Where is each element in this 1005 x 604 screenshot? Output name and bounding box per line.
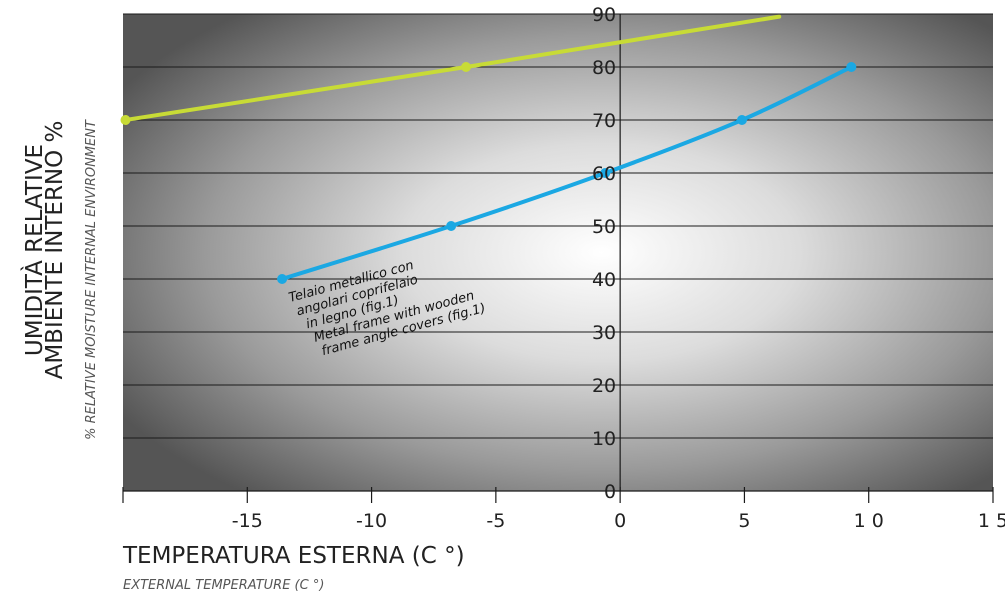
series-layer: [120, 14, 857, 284]
series-2-point-3: [600, 168, 611, 178]
plot-background: [123, 14, 993, 491]
series-1-point-1: [120, 115, 131, 125]
y-tick-label-10: 10: [592, 428, 616, 450]
y-tick-label-0: 0: [604, 481, 616, 503]
grid-lines: [123, 13, 993, 439]
y-tick-label-90: 90: [592, 4, 616, 26]
series-2-point-5: [846, 62, 857, 72]
x-tick-label--15: -15: [232, 510, 263, 532]
x-axis-subtitle: EXTERNAL TEMPERATURE (C °): [123, 578, 324, 593]
y-axis-subtitle-text: % RELATIVE MOISTURE INTERNAL ENVIRONMENT: [84, 119, 99, 440]
series-2-point-4: [736, 115, 747, 125]
axes: [122, 14, 994, 503]
series-2-point-1: [277, 274, 288, 284]
series-2-point-2: [446, 221, 457, 231]
x-tick-label-0: 0: [614, 510, 626, 532]
x-tick-label-15: 1 5: [978, 510, 1005, 532]
x-tick-label-5: 5: [738, 510, 750, 532]
y-tick-label-20: 20: [592, 375, 616, 397]
x-tick-label-10: 1 0: [854, 510, 884, 532]
y-tick-label-60: 60: [592, 163, 616, 185]
x-tick-label--10: -10: [356, 510, 387, 532]
y-tick-label-30: 30: [592, 322, 616, 344]
y-axis-subtitle: % RELATIVE MOISTURE INTERNAL ENVIRONMENT: [84, 119, 99, 440]
y-axis-title-line-1: UMIDITÀ RELATIVE: [20, 144, 48, 356]
y-tick-label-50: 50: [592, 216, 616, 238]
y-tick-label-70: 70: [592, 110, 616, 132]
x-tick-label--5: -5: [486, 510, 505, 532]
series-1-point-2: [461, 62, 472, 72]
y-tick-label-40: 40: [592, 269, 616, 291]
y-axis-title-line-2: AMBIENTE INTERNO %: [42, 121, 68, 380]
y-tick-label-80: 80: [592, 57, 616, 79]
y-axis-title: UMIDITÀ RELATIVE AMBIENTE INTERNO %: [20, 121, 68, 380]
x-axis-title: TEMPERATURA ESTERNA (C °): [122, 543, 465, 569]
